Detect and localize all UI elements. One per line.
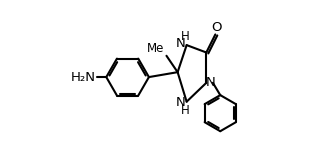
Text: Me: Me	[147, 42, 164, 55]
Text: N: N	[176, 37, 186, 50]
Text: H: H	[181, 30, 190, 43]
Text: O: O	[212, 21, 222, 34]
Text: N: N	[176, 96, 186, 110]
Text: H: H	[181, 104, 190, 117]
Text: H₂N: H₂N	[71, 71, 96, 84]
Text: N: N	[206, 76, 216, 89]
